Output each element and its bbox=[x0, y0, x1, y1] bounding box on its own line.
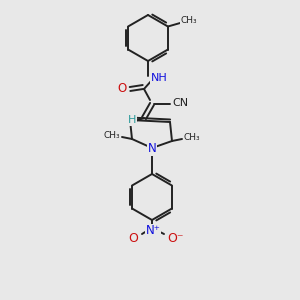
Text: CH₃: CH₃ bbox=[104, 131, 120, 140]
Text: NH: NH bbox=[151, 73, 167, 83]
Text: CH₃: CH₃ bbox=[181, 16, 197, 25]
Text: O: O bbox=[117, 82, 127, 95]
Text: O: O bbox=[128, 232, 138, 245]
Text: CH₃: CH₃ bbox=[184, 134, 200, 142]
Text: H: H bbox=[128, 115, 136, 125]
Text: N: N bbox=[148, 142, 156, 155]
Text: CN: CN bbox=[172, 98, 188, 108]
Text: O⁻: O⁻ bbox=[167, 232, 183, 245]
Text: N⁺: N⁺ bbox=[146, 224, 160, 238]
